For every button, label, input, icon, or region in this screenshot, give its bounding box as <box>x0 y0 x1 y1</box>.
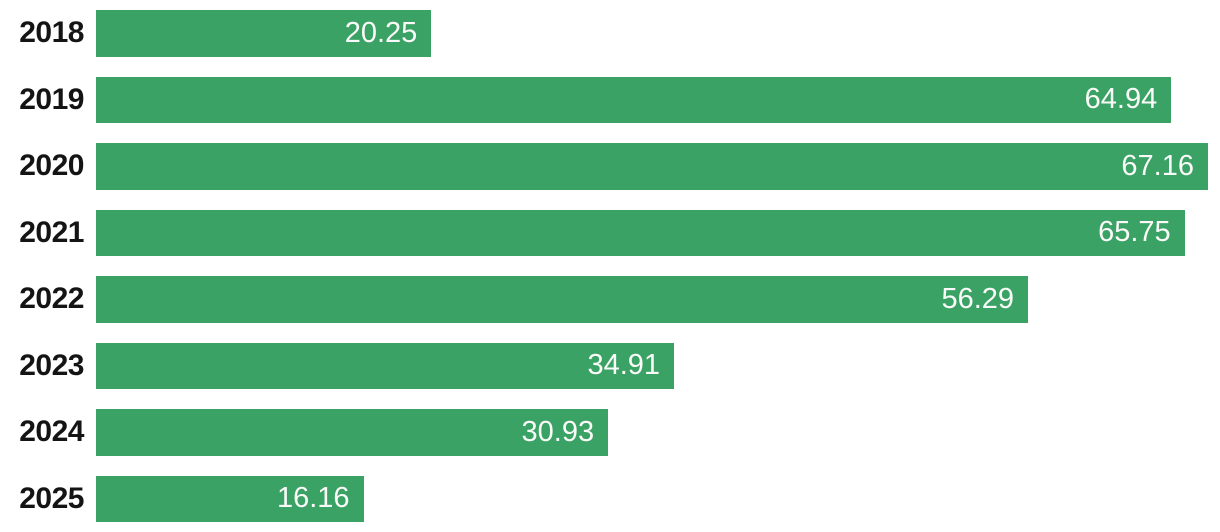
bar: 67.16 <box>96 143 1208 190</box>
bar-row: 2023 34.91 <box>0 342 1220 389</box>
bar-row: 2022 56.29 <box>0 276 1220 323</box>
bar-value-label: 56.29 <box>941 282 1015 315</box>
bar-track: 64.94 <box>96 76 1208 123</box>
bar-track: 34.91 <box>96 342 1208 389</box>
bar: 34.91 <box>96 342 675 389</box>
bar-value-label: 34.91 <box>587 349 661 382</box>
year-label: 2018 <box>19 16 84 49</box>
year-label: 2021 <box>19 215 84 249</box>
bar: 16.16 <box>96 475 364 522</box>
bar: 30.93 <box>96 409 609 456</box>
bar-row: 2020 67.16 <box>0 143 1220 190</box>
year-label: 2023 <box>19 348 84 382</box>
bar-row: 2018 20.25 <box>0 10 1220 57</box>
bar-value-label: 67.16 <box>1121 149 1194 182</box>
bar-value-label: 30.93 <box>521 415 595 448</box>
bar-value-label: 64.94 <box>1084 83 1158 116</box>
bar: 64.94 <box>96 76 1172 123</box>
bar-track: 20.25 <box>96 10 1208 57</box>
bar-row: 2025 16.16 <box>0 475 1220 522</box>
bar-row: 2024 30.93 <box>0 409 1220 456</box>
bar-track: 30.93 <box>96 409 1208 456</box>
bar-value-label: 65.75 <box>1098 216 1171 249</box>
year-label: 2019 <box>19 82 84 116</box>
year-label: 2025 <box>19 481 84 515</box>
bar: 65.75 <box>96 209 1185 256</box>
bar-value-label: 16.16 <box>276 482 350 515</box>
bar-track: 16.16 <box>96 475 1208 522</box>
bar-track: 67.16 <box>96 143 1208 190</box>
bar-row: 2019 64.94 <box>0 76 1220 123</box>
year-label: 2022 <box>19 282 84 315</box>
bar-row: 2021 65.75 <box>0 209 1220 256</box>
year-label: 2020 <box>19 149 84 182</box>
year-label: 2024 <box>19 415 84 448</box>
bar-value-label: 20.25 <box>344 16 418 49</box>
bar-track: 56.29 <box>96 276 1208 323</box>
bar: 56.29 <box>96 276 1029 323</box>
bar: 20.25 <box>96 10 432 57</box>
bar-track: 65.75 <box>96 209 1208 256</box>
